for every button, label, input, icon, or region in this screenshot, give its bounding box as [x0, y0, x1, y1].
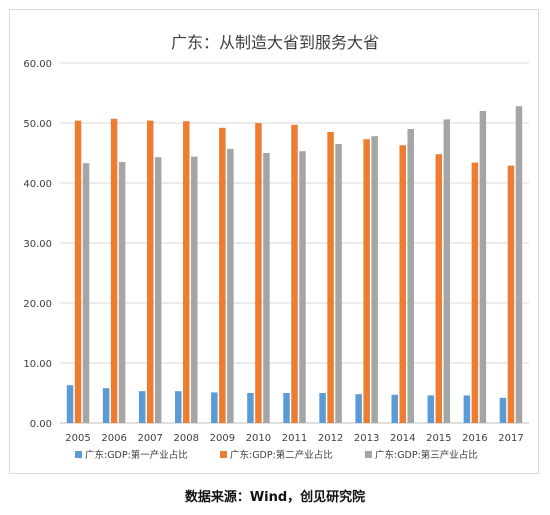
bar-2-2017	[507, 165, 515, 423]
x-tick-label: 2012	[318, 433, 343, 444]
y-tick-label: 10.00	[23, 359, 52, 370]
bar-1-2012	[319, 393, 326, 423]
bar-3-2015	[443, 119, 451, 424]
legend-swatch	[220, 451, 227, 458]
legend-swatch	[365, 451, 372, 458]
y-tick-label: 60.00	[23, 59, 52, 70]
source-note: 数据来源：Wind，创见研究院	[184, 490, 366, 505]
bar-2-2005	[74, 120, 82, 423]
y-tick-label: 50.00	[23, 119, 52, 130]
bar-1-2017	[499, 397, 507, 423]
bar-3-2017	[515, 106, 523, 423]
bar-2-2007	[146, 120, 154, 423]
bar-1-2007	[138, 391, 146, 423]
x-tick-label: 2011	[282, 433, 307, 444]
chart-title: 广东：从制造大省到服务大省	[171, 33, 379, 52]
bar-3-2014	[407, 129, 414, 423]
bar-1-2016	[463, 395, 471, 423]
x-tick-label: 2007	[137, 433, 162, 444]
bar-1-2015	[427, 395, 435, 423]
bar-2-2013	[363, 139, 370, 423]
bar-chart: 广东：从制造大省到服务大省 0.00 10.00 20.00 30.00 40.00 50…	[23, 33, 529, 461]
x-tick-label: 2013	[354, 433, 379, 444]
bar-1-2005	[66, 385, 74, 423]
bar-2-2015	[435, 154, 443, 423]
bar-3-2013	[371, 136, 378, 423]
y-tick-label: 40.00	[23, 179, 52, 190]
y-tick-label: 0.00	[30, 419, 52, 430]
bar-3-2011	[299, 151, 306, 423]
bar-3-2016	[479, 111, 487, 423]
legend-label: 广东:GDP:第三产业占比	[375, 449, 478, 461]
bar-1-2010	[247, 393, 254, 423]
bar-2-2012	[327, 132, 334, 423]
bar-3-2010	[263, 153, 270, 423]
bar-2-2009	[219, 127, 226, 424]
bar-3-2012	[335, 144, 342, 423]
bar-1-2011	[283, 393, 290, 423]
x-axis-tick-labels: 2005 2006 2007 2008 2009 2010 2011 2012 2013 2014…	[65, 433, 523, 444]
bars	[66, 106, 523, 424]
x-tick-label: 2016	[462, 433, 487, 444]
x-tick-label: 2015	[426, 433, 451, 444]
bar-3-2006	[118, 162, 126, 423]
y-tick-label: 30.00	[23, 239, 52, 250]
legend: 广东:GDP:第一产业占比 广东:GDP:第二产业占比 广东:GDP:第三产业占比	[75, 449, 478, 461]
x-tick-label: 2017	[498, 433, 523, 444]
bar-2-2010	[255, 123, 262, 423]
legend-swatch	[75, 451, 82, 458]
bar-3-2008	[191, 156, 198, 423]
bar-3-2005	[82, 163, 90, 423]
bar-2-2006	[110, 118, 118, 424]
bar-2-2014	[399, 145, 406, 423]
bar-3-2007	[154, 157, 162, 423]
bar-1-2014	[391, 394, 398, 423]
x-tick-label: 2009	[210, 433, 235, 444]
chart-frame: 广东：从制造大省到服务大省 0.00 10.00 20.00 30.00 40.00 50…	[9, 9, 539, 474]
legend-label: 广东:GDP:第二产业占比	[230, 449, 333, 461]
legend-label: 广东:GDP:第一产业占比	[85, 449, 188, 461]
x-tick-label: 2006	[101, 433, 126, 444]
y-tick-label: 20.00	[23, 299, 52, 310]
bar-2-2008	[183, 121, 190, 423]
x-tick-label: 2010	[246, 433, 271, 444]
x-tick-label: 2005	[65, 433, 90, 444]
bar-1-2009	[211, 392, 218, 423]
bar-1-2008	[175, 391, 182, 423]
bar-1-2006	[102, 388, 110, 423]
bar-3-2009	[227, 148, 234, 424]
y-axis-tick-labels: 0.00 10.00 20.00 30.00 40.00 50.00 60.00	[23, 59, 52, 430]
x-tick-label: 2014	[390, 433, 415, 444]
bar-2-2016	[471, 162, 479, 423]
bar-2-2011	[291, 124, 298, 424]
x-tick-label: 2008	[174, 433, 199, 444]
bar-1-2013	[355, 394, 362, 423]
